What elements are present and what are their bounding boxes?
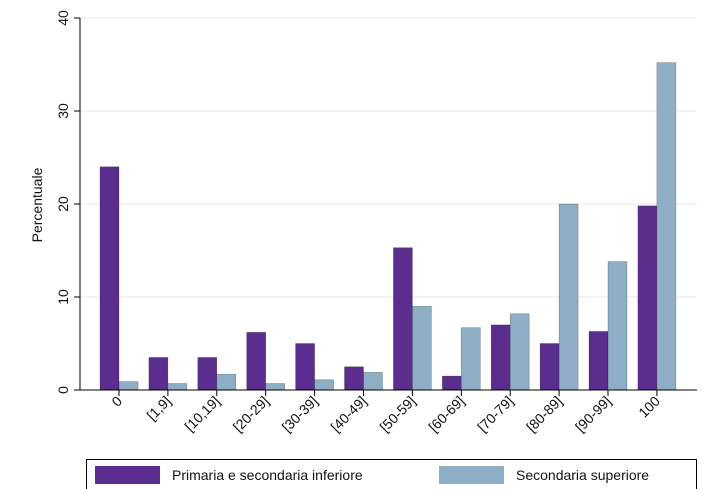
bar-secondaria	[265, 383, 285, 391]
x-tick-label: [30-39]	[279, 393, 321, 435]
legend-label-primaria: Primaria e secondaria inferiore	[172, 467, 363, 483]
bar-primaria	[295, 343, 315, 391]
bar-primaria	[393, 247, 413, 391]
x-tick-label: [20-29]	[230, 393, 272, 435]
bar-secondaria	[363, 372, 383, 391]
y-tick-label: 10	[55, 289, 71, 305]
legend-item-secondaria: Secondaria superiore	[439, 464, 649, 486]
bar-secondaria	[607, 261, 628, 391]
bar-secondaria	[412, 306, 432, 391]
legend-label-secondaria: Secondaria superiore	[516, 467, 650, 483]
bar-primaria	[344, 366, 364, 391]
bar-primaria	[490, 324, 511, 391]
y-ticks: 0 10 20 30 40	[55, 10, 80, 394]
bars-group	[99, 62, 677, 391]
bar-primaria	[442, 375, 462, 391]
y-tick-label: 20	[55, 196, 71, 212]
legend-swatch-secondaria	[439, 466, 504, 484]
grid-lines	[80, 17, 697, 298]
legend-swatch-primaria	[95, 466, 160, 484]
bar-primaria	[637, 205, 658, 391]
bar-primaria	[246, 332, 266, 391]
x-ticks: 0 [1,9] [10,19] [20-29] [30-39] [40-49] [50-59…	[108, 390, 663, 435]
x-tick-label: 100	[635, 393, 663, 421]
x-tick-label: [1,9]	[143, 393, 174, 424]
bar-secondaria	[167, 383, 188, 391]
bar-primaria	[148, 357, 169, 391]
bar-secondaria	[118, 381, 139, 391]
bar-primaria	[539, 343, 560, 391]
y-tick-label: 40	[55, 10, 71, 26]
y-tick-label: 0	[55, 386, 71, 394]
bar-primaria	[99, 166, 120, 391]
bar-primaria	[588, 331, 609, 391]
bar-secondaria	[558, 203, 579, 391]
legend: Primaria e secondaria inferiore Secondar…	[86, 459, 697, 489]
bar-secondaria	[314, 379, 334, 391]
bar-secondaria	[216, 373, 237, 391]
bar-primaria	[197, 357, 218, 391]
bar-secondaria	[509, 313, 530, 391]
x-tick-label: [60-69]	[425, 393, 467, 435]
y-tick-label: 30	[55, 103, 71, 119]
bar-chart: 0 10 20 30 40 0 [1,9] [10,19] [20-29] [30-39] [40…	[29, 10, 697, 435]
x-tick-label: [10,19]	[181, 393, 223, 435]
x-tick-label: [90-99]	[572, 393, 614, 435]
bar-secondaria	[656, 62, 677, 391]
bar-secondaria	[461, 327, 481, 391]
x-tick-label: 0	[108, 393, 125, 410]
y-axis-title: Percentuale	[29, 167, 45, 242]
x-tick-label: [40-49]	[327, 393, 369, 435]
x-tick-label: [70-79]	[474, 393, 516, 435]
x-tick-label: [50-59]	[376, 393, 418, 435]
x-tick-label: [80-89]	[523, 393, 565, 435]
legend-item-primaria: Primaria e secondaria inferiore	[95, 464, 363, 486]
